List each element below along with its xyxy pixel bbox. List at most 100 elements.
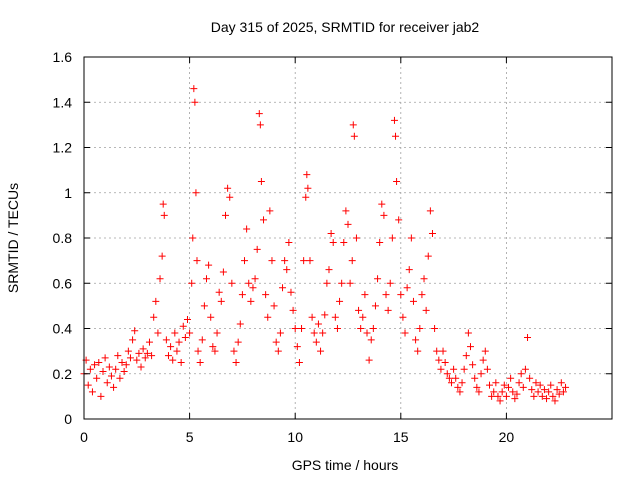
data-point-marker <box>380 211 388 219</box>
data-point-marker <box>433 347 441 355</box>
data-point-marker <box>348 257 356 265</box>
y-tick-label: 1.2 <box>53 140 73 156</box>
data-point-marker <box>382 291 390 299</box>
x-axis-label: GPS time / hours <box>292 457 399 473</box>
y-tick-label: 0.8 <box>53 230 73 246</box>
data-point-marker <box>346 279 354 287</box>
data-point-marker <box>350 132 358 140</box>
data-point-marker <box>308 313 316 321</box>
data-point-marker <box>162 336 170 344</box>
data-point-marker <box>289 306 297 314</box>
data-point-marker <box>369 325 377 332</box>
data-point-marker <box>519 383 527 391</box>
data-point-marker <box>150 313 158 321</box>
y-axis-label: SRMTID / TECUs <box>5 183 21 293</box>
data-point-marker <box>101 354 109 362</box>
data-point-marker <box>91 361 99 369</box>
data-point-marker <box>336 297 344 305</box>
data-point-marker <box>186 329 194 337</box>
data-point-marker <box>450 365 458 373</box>
data-point-marker <box>386 279 394 287</box>
data-point-marker <box>114 352 122 360</box>
y-tick-label: 0 <box>64 411 72 427</box>
data-point-marker <box>193 257 201 265</box>
data-point-marker <box>477 370 485 378</box>
data-point-marker <box>329 239 337 247</box>
data-point-marker <box>232 358 240 366</box>
data-point-marker <box>124 347 132 355</box>
data-point-marker <box>452 374 460 382</box>
data-point-marker <box>213 329 221 337</box>
data-point-marker <box>416 325 424 332</box>
data-point-marker <box>471 374 479 382</box>
data-point-marker <box>333 325 341 332</box>
data-point-marker <box>479 356 487 364</box>
data-point-marker <box>131 327 139 335</box>
data-point-marker <box>388 234 396 242</box>
data-point-marker <box>224 184 232 192</box>
data-point-marker <box>312 338 320 346</box>
data-point-marker <box>530 392 538 400</box>
data-point-marker <box>378 200 386 208</box>
data-point-marker <box>181 334 189 342</box>
data-point-marker <box>562 383 570 391</box>
data-point-marker <box>272 338 280 346</box>
data-point-marker <box>374 275 382 283</box>
data-point-marker <box>407 234 415 242</box>
data-point-marker <box>549 392 557 400</box>
data-point-marker <box>536 381 544 389</box>
data-point-marker <box>226 193 234 201</box>
data-point-marker <box>189 234 197 242</box>
data-point-marker <box>509 388 517 396</box>
data-point-marker <box>129 336 137 344</box>
data-point-marker <box>545 388 553 396</box>
data-point-marker <box>137 363 145 371</box>
data-point-marker <box>205 261 213 269</box>
data-point-marker <box>171 329 179 337</box>
data-point-marker <box>521 365 529 373</box>
data-point-marker <box>249 284 257 292</box>
data-point-marker <box>207 313 215 321</box>
data-point-marker <box>141 354 149 362</box>
data-point-marker <box>464 329 472 337</box>
data-point-marker <box>543 395 551 403</box>
data-point-marker <box>152 297 160 305</box>
data-point-marker <box>418 291 426 299</box>
data-point-marker <box>357 325 365 332</box>
data-point-marker <box>532 379 540 387</box>
data-point-marker <box>222 211 230 219</box>
x-tick-label: 10 <box>287 429 303 445</box>
data-point-marker <box>460 365 468 373</box>
data-point-marker <box>200 302 208 310</box>
data-point-marker <box>409 297 417 305</box>
data-point-marker <box>281 257 289 265</box>
data-point-marker <box>513 390 521 398</box>
data-point-marker <box>376 239 384 247</box>
data-point-marker <box>107 372 115 380</box>
data-point-marker <box>304 184 312 192</box>
data-point-marker <box>473 383 481 391</box>
data-point-marker <box>317 347 325 355</box>
data-point-marker <box>295 358 303 366</box>
data-point-marker <box>103 379 111 387</box>
data-point-marker <box>412 336 420 344</box>
y-tick-label: 0.6 <box>53 275 73 291</box>
data-point-marker <box>458 379 466 387</box>
data-point-marker <box>547 381 555 389</box>
data-point-marker <box>540 386 548 394</box>
data-point-marker <box>298 325 306 332</box>
data-point-marker <box>342 207 350 215</box>
data-point-marker <box>167 343 175 351</box>
y-tick-label: 0.2 <box>53 366 73 382</box>
data-point-marker <box>426 207 434 215</box>
x-tick-label: 0 <box>80 429 88 445</box>
data-point-marker <box>188 279 196 287</box>
data-point-marker <box>365 356 373 364</box>
data-point-marker <box>169 356 177 364</box>
data-point-marker <box>293 343 301 351</box>
plot-frame <box>83 56 613 420</box>
data-point-marker <box>143 349 151 357</box>
data-point-marker <box>164 352 172 360</box>
y-tick-label: 1 <box>64 185 72 201</box>
data-point-marker <box>424 252 432 260</box>
